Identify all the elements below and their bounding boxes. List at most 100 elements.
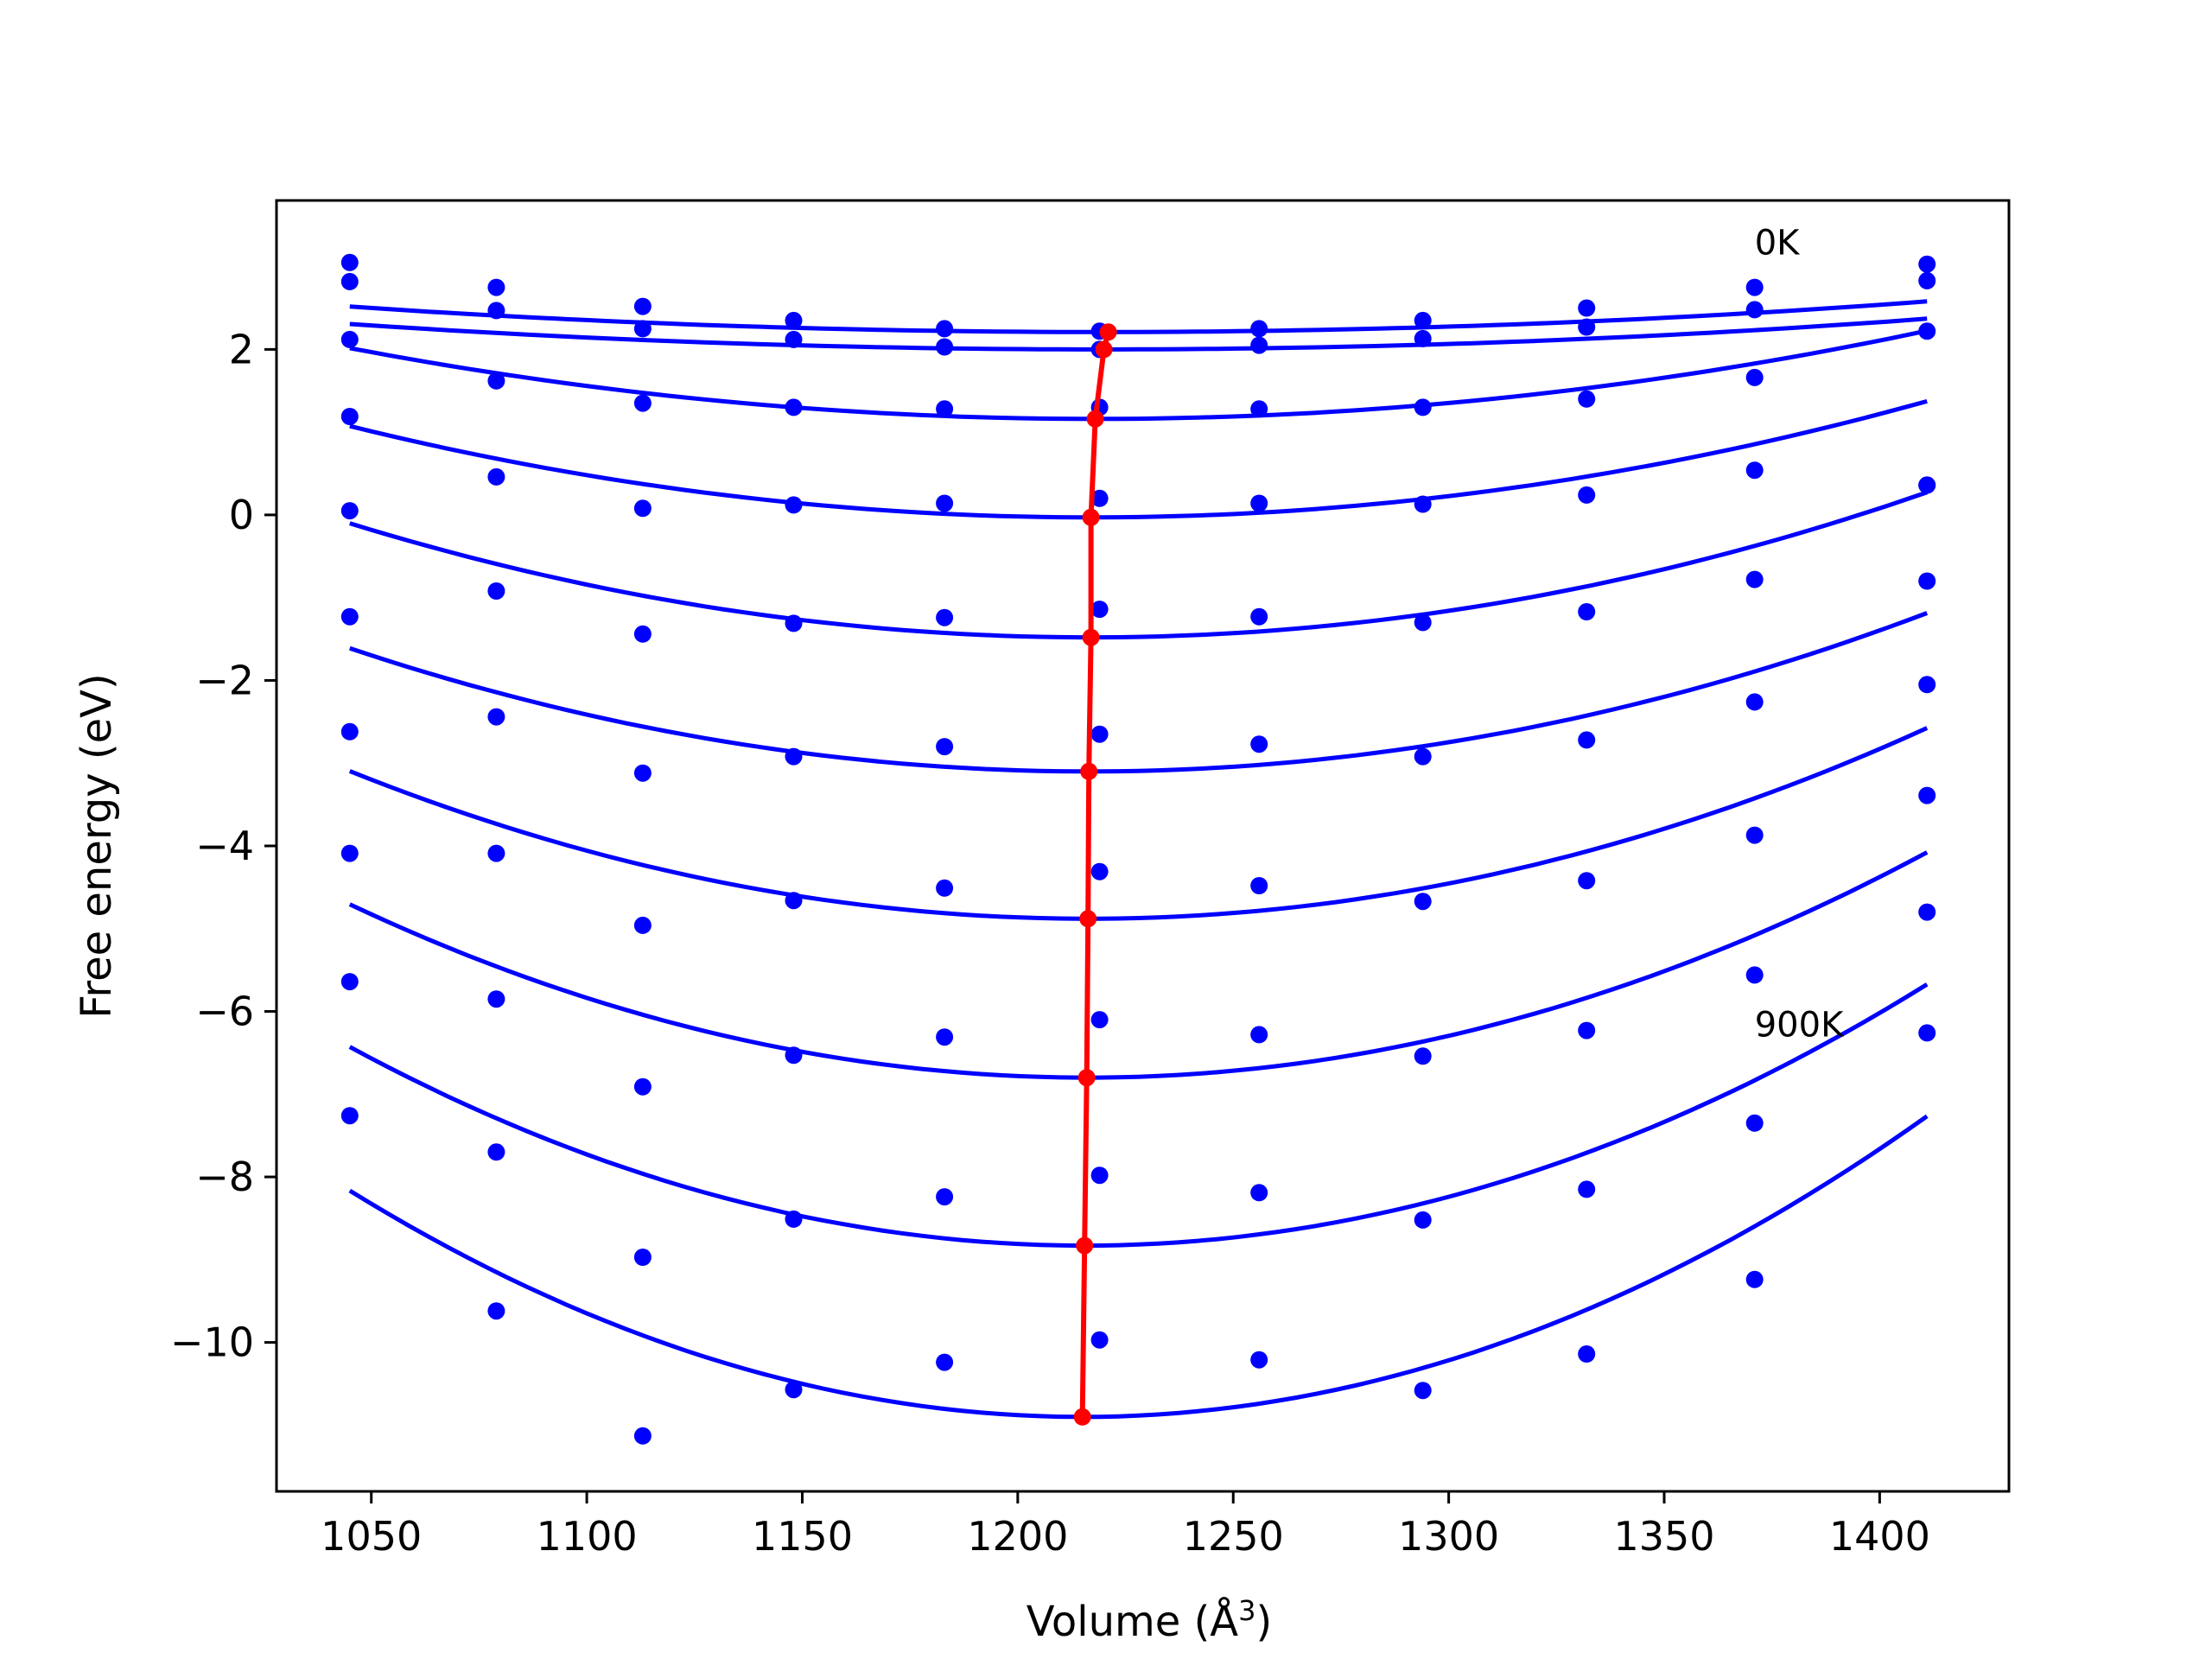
data-point <box>487 467 505 486</box>
data-point <box>340 330 359 348</box>
data-point <box>340 253 359 271</box>
data-point <box>1745 826 1764 844</box>
y-tick-label: −4 <box>195 823 254 869</box>
x-axis-ticks: 1050 1100 1150 1200 1250 1300 1350 1400 <box>321 1491 1930 1560</box>
x-axis-label-close: ) <box>1255 1598 1272 1646</box>
data-point <box>1414 1047 1432 1065</box>
data-point <box>633 1249 652 1266</box>
x-axis-label-superscript: 3 <box>1238 1594 1255 1627</box>
data-point <box>1250 336 1268 354</box>
data-point <box>785 496 803 514</box>
y-tick-label: −6 <box>195 988 254 1035</box>
data-point <box>1250 877 1268 894</box>
data-point <box>785 1381 803 1399</box>
minimum-path <box>1079 331 1111 1417</box>
data-point <box>487 582 505 600</box>
data-point <box>340 973 359 991</box>
fit-curve-7 <box>348 850 1929 1080</box>
data-point <box>1414 893 1432 911</box>
data-point <box>936 320 954 338</box>
x-axis-label: Volume (Å3) <box>1027 1594 1272 1646</box>
data-point <box>1090 1331 1109 1349</box>
fit-curve-8 <box>348 982 1929 1249</box>
data-point <box>340 607 359 626</box>
data-point <box>633 916 652 934</box>
data-point <box>1918 572 1936 590</box>
data-point <box>1918 786 1936 804</box>
data-point <box>1918 1024 1936 1042</box>
data-point <box>1090 862 1109 880</box>
data-point <box>1745 1270 1764 1288</box>
data-point <box>1414 311 1432 329</box>
y-axis-ticks: 2 0 −2 −4 −6 −8 −10 <box>170 326 276 1366</box>
data-point <box>487 278 505 296</box>
data-point <box>785 1046 803 1065</box>
data-point <box>1745 966 1764 984</box>
minimum-point <box>1079 910 1097 928</box>
data-point <box>1578 318 1596 336</box>
minimum-point <box>1086 410 1104 428</box>
data-point <box>936 1188 954 1206</box>
minimum-point <box>1076 1236 1094 1255</box>
minimum-point <box>1099 323 1117 341</box>
data-point <box>936 1028 954 1046</box>
data-point <box>1414 329 1432 347</box>
fit-curve-2 <box>349 328 1928 422</box>
data-point <box>785 747 803 766</box>
fit-curve-4 <box>349 490 1929 640</box>
data-point <box>936 1353 954 1371</box>
data-point <box>1918 255 1936 273</box>
data-point <box>1745 570 1764 588</box>
data-points <box>340 253 1936 1445</box>
data-point <box>1745 301 1764 319</box>
data-point <box>340 722 359 741</box>
minimum-point <box>1080 762 1098 780</box>
fit-curve-9 <box>348 1114 1929 1420</box>
data-point <box>487 708 505 726</box>
temperature-annotation: 0K <box>1755 223 1801 263</box>
data-point <box>340 272 359 290</box>
data-point <box>1250 494 1268 512</box>
data-point <box>1090 489 1109 507</box>
data-point <box>785 311 803 329</box>
data-point <box>1918 676 1936 694</box>
fit-curve-0 <box>349 299 1928 334</box>
y-tick-label: −10 <box>170 1319 254 1366</box>
data-point <box>1578 1345 1596 1363</box>
data-point <box>1745 693 1764 711</box>
fit-curve-6 <box>348 726 1929 921</box>
x-tick-label: 1350 <box>1613 1513 1714 1560</box>
data-point <box>1918 476 1936 494</box>
data-point <box>1090 601 1109 619</box>
data-point <box>1578 1180 1596 1198</box>
data-point <box>936 879 954 897</box>
temperature-annotation: 900K <box>1755 1005 1845 1045</box>
data-point <box>633 625 652 643</box>
annotations: 0K 900K <box>1755 223 1845 1045</box>
data-point <box>1578 872 1596 890</box>
y-tick-label: −8 <box>195 1154 254 1200</box>
data-point <box>1090 1166 1109 1185</box>
data-point <box>785 892 803 910</box>
minimum-point <box>1073 1408 1091 1426</box>
data-point <box>1250 607 1268 626</box>
data-point <box>1745 278 1764 296</box>
minimum-point <box>1095 340 1113 359</box>
data-point <box>785 614 803 632</box>
data-point <box>1918 903 1936 921</box>
data-point <box>785 398 803 416</box>
fit-curves <box>348 299 1929 1420</box>
data-point <box>936 400 954 418</box>
data-point <box>487 844 505 862</box>
data-point <box>785 330 803 348</box>
y-tick-label: 0 <box>229 492 254 538</box>
x-tick-label: 1250 <box>1183 1513 1284 1560</box>
minimum-point <box>1077 1069 1096 1087</box>
data-point <box>1250 1026 1268 1044</box>
data-point <box>340 502 359 520</box>
x-tick-label: 1300 <box>1398 1513 1499 1560</box>
data-point <box>1414 747 1432 766</box>
data-point <box>633 1427 652 1445</box>
data-point <box>1578 603 1596 620</box>
